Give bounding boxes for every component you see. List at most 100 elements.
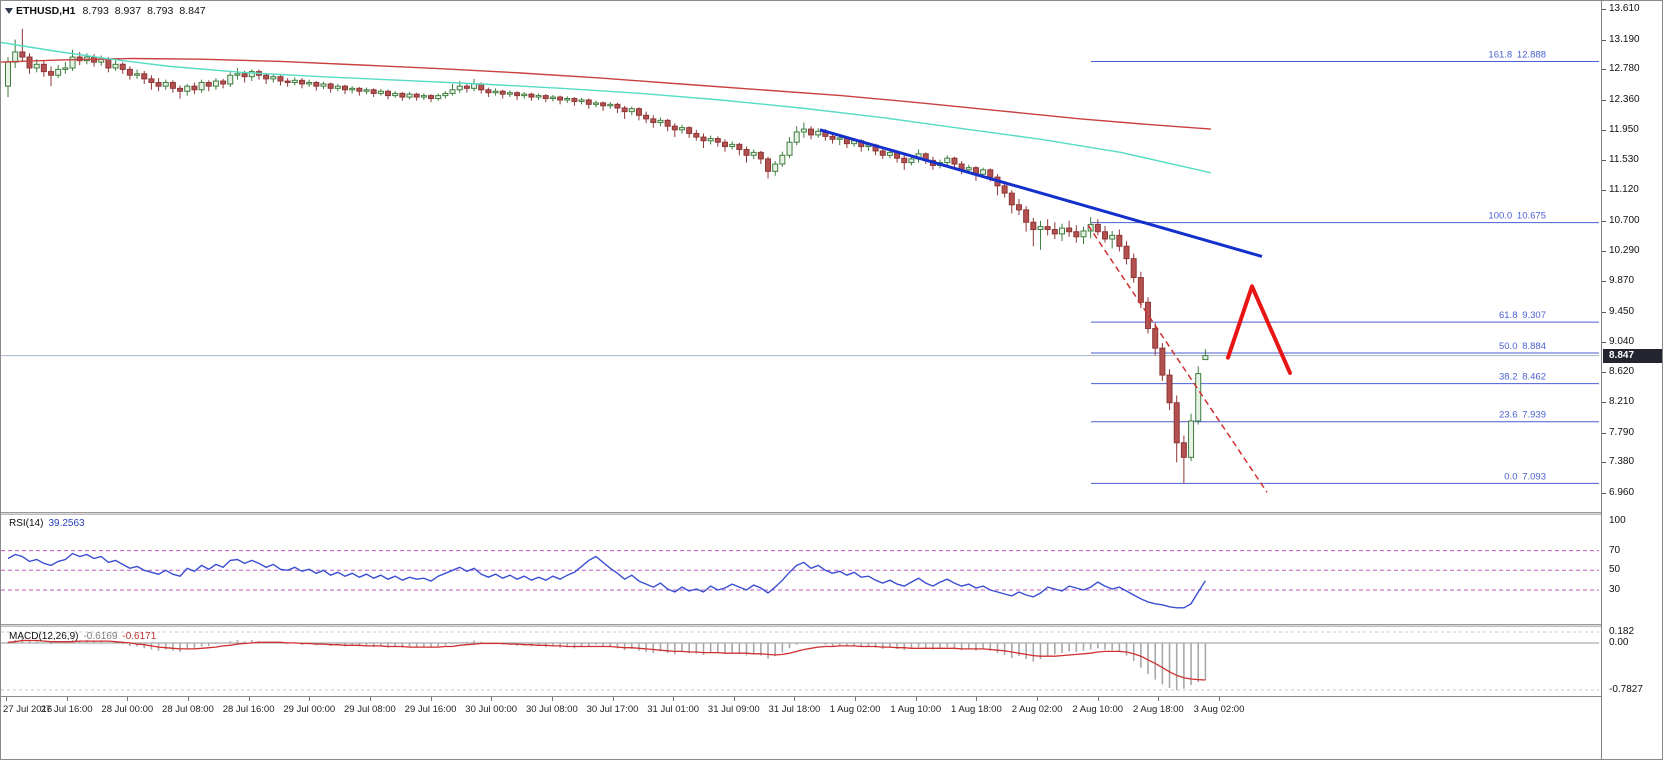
- candle-body: [492, 90, 499, 94]
- time-axis-label: 1 Aug 02:00: [829, 704, 881, 715]
- price-chart-pane[interactable]: 161.8 12.888 100.0 10.675 61.8 9.307 50.0 8…: [1, 1, 1601, 512]
- price-axis-label: 8.210: [1609, 396, 1635, 408]
- time-axis-label: 1 Aug 18:00: [951, 704, 1002, 715]
- candle-body: [141, 73, 148, 80]
- candle-body: [19, 51, 26, 58]
- time-axis-label: 30 Jul 17:00: [586, 704, 639, 715]
- candle-body: [1030, 221, 1037, 231]
- rsi-name: RSI(14): [9, 518, 44, 529]
- spike-annotation[interactable]: [1226, 284, 1292, 375]
- price-axis-label: 7.790: [1609, 426, 1635, 438]
- candle-body: [40, 63, 47, 73]
- candle-body: [320, 83, 327, 87]
- candle-body: [743, 148, 750, 156]
- candle-body: [277, 76, 284, 82]
- candle-body: [793, 131, 800, 143]
- candle-body: [1109, 234, 1116, 240]
- candle-body: [1087, 223, 1094, 232]
- candle-body: [951, 157, 958, 165]
- candle-body: [693, 132, 700, 138]
- candle-body: [600, 102, 607, 107]
- candle-body: [413, 93, 420, 98]
- price-axis[interactable]: 8.847 13.610 13.190 12.780 12.360 11.950 11.5…: [1601, 1, 1662, 759]
- candle-body: [1202, 355, 1209, 361]
- candle-body: [521, 93, 528, 97]
- candle-body: [291, 79, 298, 84]
- candle-body: [1180, 442, 1187, 458]
- candle-body: [779, 154, 786, 165]
- price-axis-tick: [1602, 160, 1606, 162]
- fib-level-label: 100.0 10.675: [1488, 211, 1546, 222]
- candle-body: [377, 90, 384, 94]
- time-axis[interactable]: 27 Jul 2016 27 Jul 16:00 28 Jul 00:00 28 Ju…: [1, 696, 1662, 726]
- candle-body: [471, 83, 478, 89]
- candle-body: [420, 95, 427, 98]
- candle-body: [750, 151, 757, 156]
- candle-body: [722, 141, 728, 148]
- price-axis-label: 8.620: [1609, 366, 1635, 378]
- candle-body: [119, 63, 126, 70]
- symbol-ohlc-label: ETHUSD,H1 8.793 8.937 8.793 8.847: [16, 5, 212, 17]
- time-axis-label: 31 Jul 01:00: [647, 704, 700, 715]
- candle-body: [621, 107, 628, 113]
- pane-separator[interactable]: [1, 512, 1662, 515]
- rsi-indicator-pane[interactable]: [1, 515, 1601, 624]
- candle-body: [270, 76, 277, 80]
- time-axis-tick: [1219, 697, 1220, 701]
- price-axis-label: 12.780: [1609, 63, 1640, 75]
- candle-body: [800, 128, 807, 133]
- candle-body: [944, 157, 951, 164]
- time-axis-label: 30 Jul 08:00: [525, 704, 578, 715]
- price-axis-label: 6.960: [1609, 487, 1635, 498]
- fib-level-label: 23.6 7.939: [1499, 410, 1546, 421]
- macd-axis-label: 0.182: [1609, 626, 1635, 637]
- candles: [5, 28, 1209, 484]
- candle-body: [349, 87, 356, 91]
- candle-body: [435, 95, 442, 100]
- projection-dashed-line[interactable]: [1087, 224, 1268, 493]
- candle-body: [879, 150, 886, 156]
- price-axis-tick: [1602, 129, 1606, 131]
- candle-body: [1058, 227, 1065, 235]
- trendline[interactable]: [819, 128, 1263, 258]
- candle-body: [284, 80, 291, 84]
- time-axis-label: 2 Aug 02:00: [1011, 704, 1063, 715]
- ohlc-open: 8.793: [82, 5, 109, 17]
- candle-body: [886, 151, 893, 156]
- candle-body: [392, 92, 399, 97]
- price-axis-label: 13.610: [1609, 3, 1640, 14]
- candle-body: [1066, 227, 1073, 233]
- time-axis-tick: [6, 697, 7, 701]
- price-axis-label: 11.950: [1609, 123, 1639, 135]
- candle-body: [263, 74, 270, 80]
- candle-body: [105, 58, 112, 69]
- candle-body: [628, 108, 635, 113]
- candle-body: [614, 103, 621, 109]
- time-axis-tick: [612, 697, 614, 701]
- candle-body: [765, 158, 772, 172]
- candle-body: [987, 169, 994, 178]
- pane-separator[interactable]: [1, 624, 1662, 627]
- candle-body: [33, 63, 40, 69]
- candle-body: [1015, 204, 1022, 211]
- price-marker-icon: [5, 8, 13, 14]
- candle-body: [1008, 192, 1015, 206]
- candle-body: [557, 96, 564, 101]
- macd-indicator-label: MACD(12,26,9) -0.6169 -0.6171: [9, 631, 156, 642]
- price-axis-tick: [1602, 220, 1606, 222]
- candle-body: [191, 85, 198, 91]
- candle-body: [1001, 185, 1008, 194]
- price-axis-tick: [1602, 341, 1606, 343]
- macd-indicator-pane[interactable]: [1, 628, 1601, 696]
- candle-body: [248, 71, 255, 78]
- candle-body: [1123, 245, 1130, 260]
- candle-body: [1094, 223, 1101, 233]
- macd-value-signal: -0.6171: [122, 631, 157, 642]
- candle-body: [514, 92, 521, 97]
- candle-body: [212, 80, 219, 87]
- candle-body: [449, 89, 456, 94]
- candle-body: [564, 98, 571, 101]
- time-axis-label: 27 Jul 2016: [3, 704, 53, 715]
- candle-body: [643, 114, 650, 120]
